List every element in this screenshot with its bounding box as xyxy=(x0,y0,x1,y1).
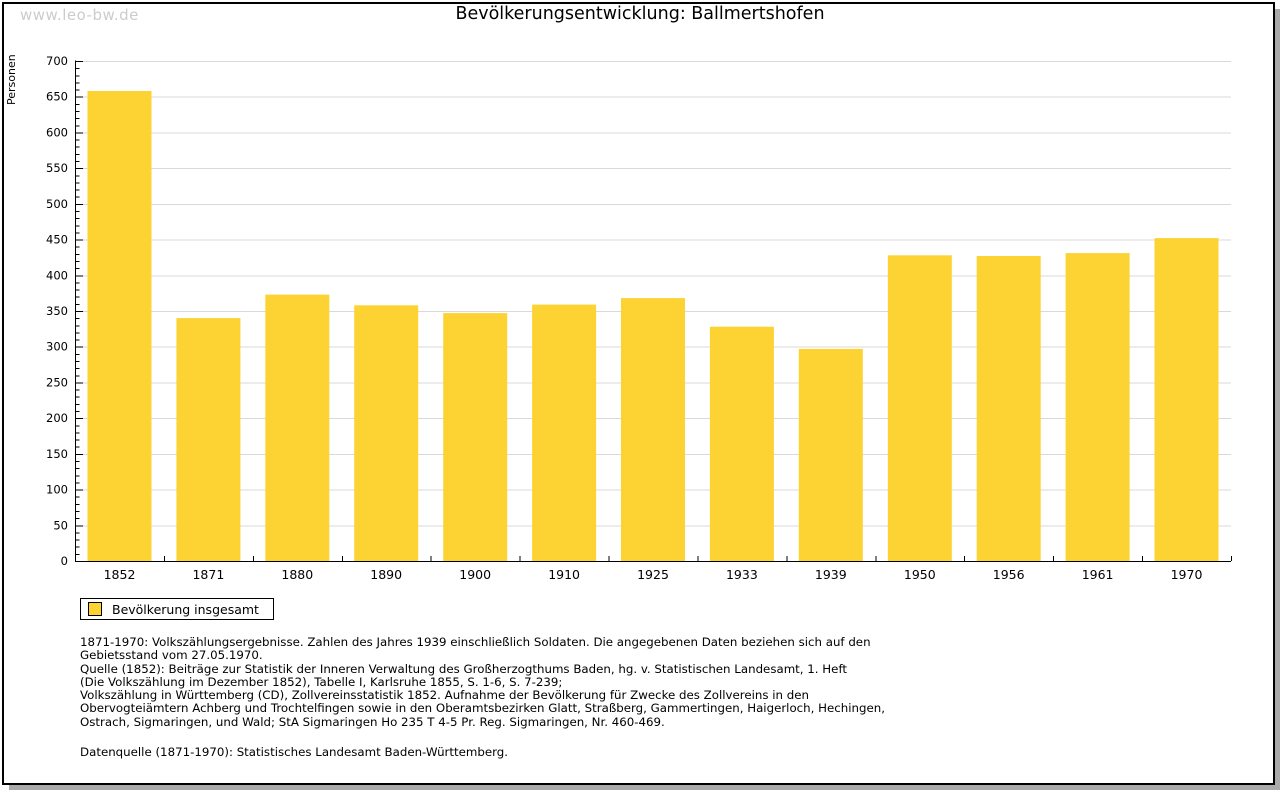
legend-label: Bevölkerung insgesamt xyxy=(112,601,259,617)
y-tick-label: 400 xyxy=(46,268,68,282)
x-tick-label: 1950 xyxy=(904,567,936,582)
bar xyxy=(621,298,685,561)
x-tick-label: 1852 xyxy=(104,567,136,582)
x-tick-label: 1890 xyxy=(370,567,402,582)
y-tick-label: 550 xyxy=(46,161,68,175)
x-tick-label: 1910 xyxy=(548,567,580,582)
x-tick-label: 1933 xyxy=(726,567,758,582)
x-tick-label: 1961 xyxy=(1082,567,1114,582)
x-tick-label: 1956 xyxy=(993,567,1025,582)
chart-title: Bevölkerungsentwicklung: Ballmertshofen xyxy=(455,4,825,24)
footnote-line: (Die Volkszählung im Dezember 1852), Tab… xyxy=(80,674,563,689)
x-tick-label: 1871 xyxy=(192,567,224,582)
bar xyxy=(354,305,419,561)
footnotes: 1871-1970: Volkszählungsergebnisse. Zahl… xyxy=(80,635,1200,760)
footnote-line: Volkszählung in Württemberg (CD), Zollve… xyxy=(80,688,809,703)
x-tick-labels: 1852 1871 1880 1890 1900 1910 1925 1933 1939 1950… xyxy=(104,567,1203,582)
y-tick-label: 500 xyxy=(46,197,68,211)
watermark: www.leo-bw.de xyxy=(20,6,139,24)
bar xyxy=(798,348,863,561)
y-tick-label: 50 xyxy=(53,518,68,532)
y-tick-label: 600 xyxy=(46,125,68,139)
bar xyxy=(976,256,1041,561)
y-tick-label: 200 xyxy=(46,411,68,425)
bar xyxy=(709,326,774,561)
bar xyxy=(176,318,241,561)
axes xyxy=(74,60,1231,563)
y-tick-label: 450 xyxy=(46,233,68,247)
bar xyxy=(1154,238,1219,561)
x-tick-label: 1925 xyxy=(637,567,669,582)
x-tick-label: 1880 xyxy=(281,567,313,582)
footnote-line: Ostrach, Sigmaringen, und Wald; StA Sigm… xyxy=(80,714,665,729)
y-tick-label: 650 xyxy=(46,90,68,104)
y-ticks xyxy=(76,61,83,562)
bar xyxy=(87,91,152,561)
legend: Bevölkerung insgesamt xyxy=(80,598,274,620)
x-tick-label: 1900 xyxy=(459,567,491,582)
footnote-line: Quelle (1852): Beiträge zur Statistik de… xyxy=(80,661,848,676)
bars xyxy=(87,91,1219,562)
legend-swatch xyxy=(88,602,102,616)
footnote-line: Gebietsstand vom 27.05.1970. xyxy=(80,648,263,663)
bar xyxy=(443,313,508,561)
footnote-line: 1871-1970: Volkszählungsergebnisse. Zahl… xyxy=(80,635,871,649)
y-tick-label: 150 xyxy=(46,447,68,461)
y-tick-label: 100 xyxy=(46,483,68,497)
bar xyxy=(532,304,597,561)
bar xyxy=(1065,253,1130,561)
bar xyxy=(265,294,330,561)
y-tick-label: 350 xyxy=(46,304,68,318)
y-tick-label: 300 xyxy=(46,340,68,354)
y-tick-labels: 0 50 100 150 200 250 300 350 400 450 500 550 600 650 7… xyxy=(46,54,68,568)
bar xyxy=(887,255,952,562)
y-tick-label: 250 xyxy=(46,375,68,389)
bar-chart: 0 50 100 150 200 250 300 350 400 450 500 550 600 650 7… xyxy=(5,54,1232,582)
y-tick-label: 0 xyxy=(61,554,68,568)
datasource-line: Datenquelle (1871-1970): Statistisches L… xyxy=(80,745,509,760)
y-axis-title: Personen xyxy=(5,54,18,105)
x-tick-label: 1970 xyxy=(1171,567,1203,582)
x-tick-label: 1939 xyxy=(815,567,847,582)
footnote-line: Obervogteiämtern Achberg und Trochtelfin… xyxy=(80,701,885,716)
y-tick-label: 700 xyxy=(46,54,68,68)
x-ticks xyxy=(163,556,1232,561)
